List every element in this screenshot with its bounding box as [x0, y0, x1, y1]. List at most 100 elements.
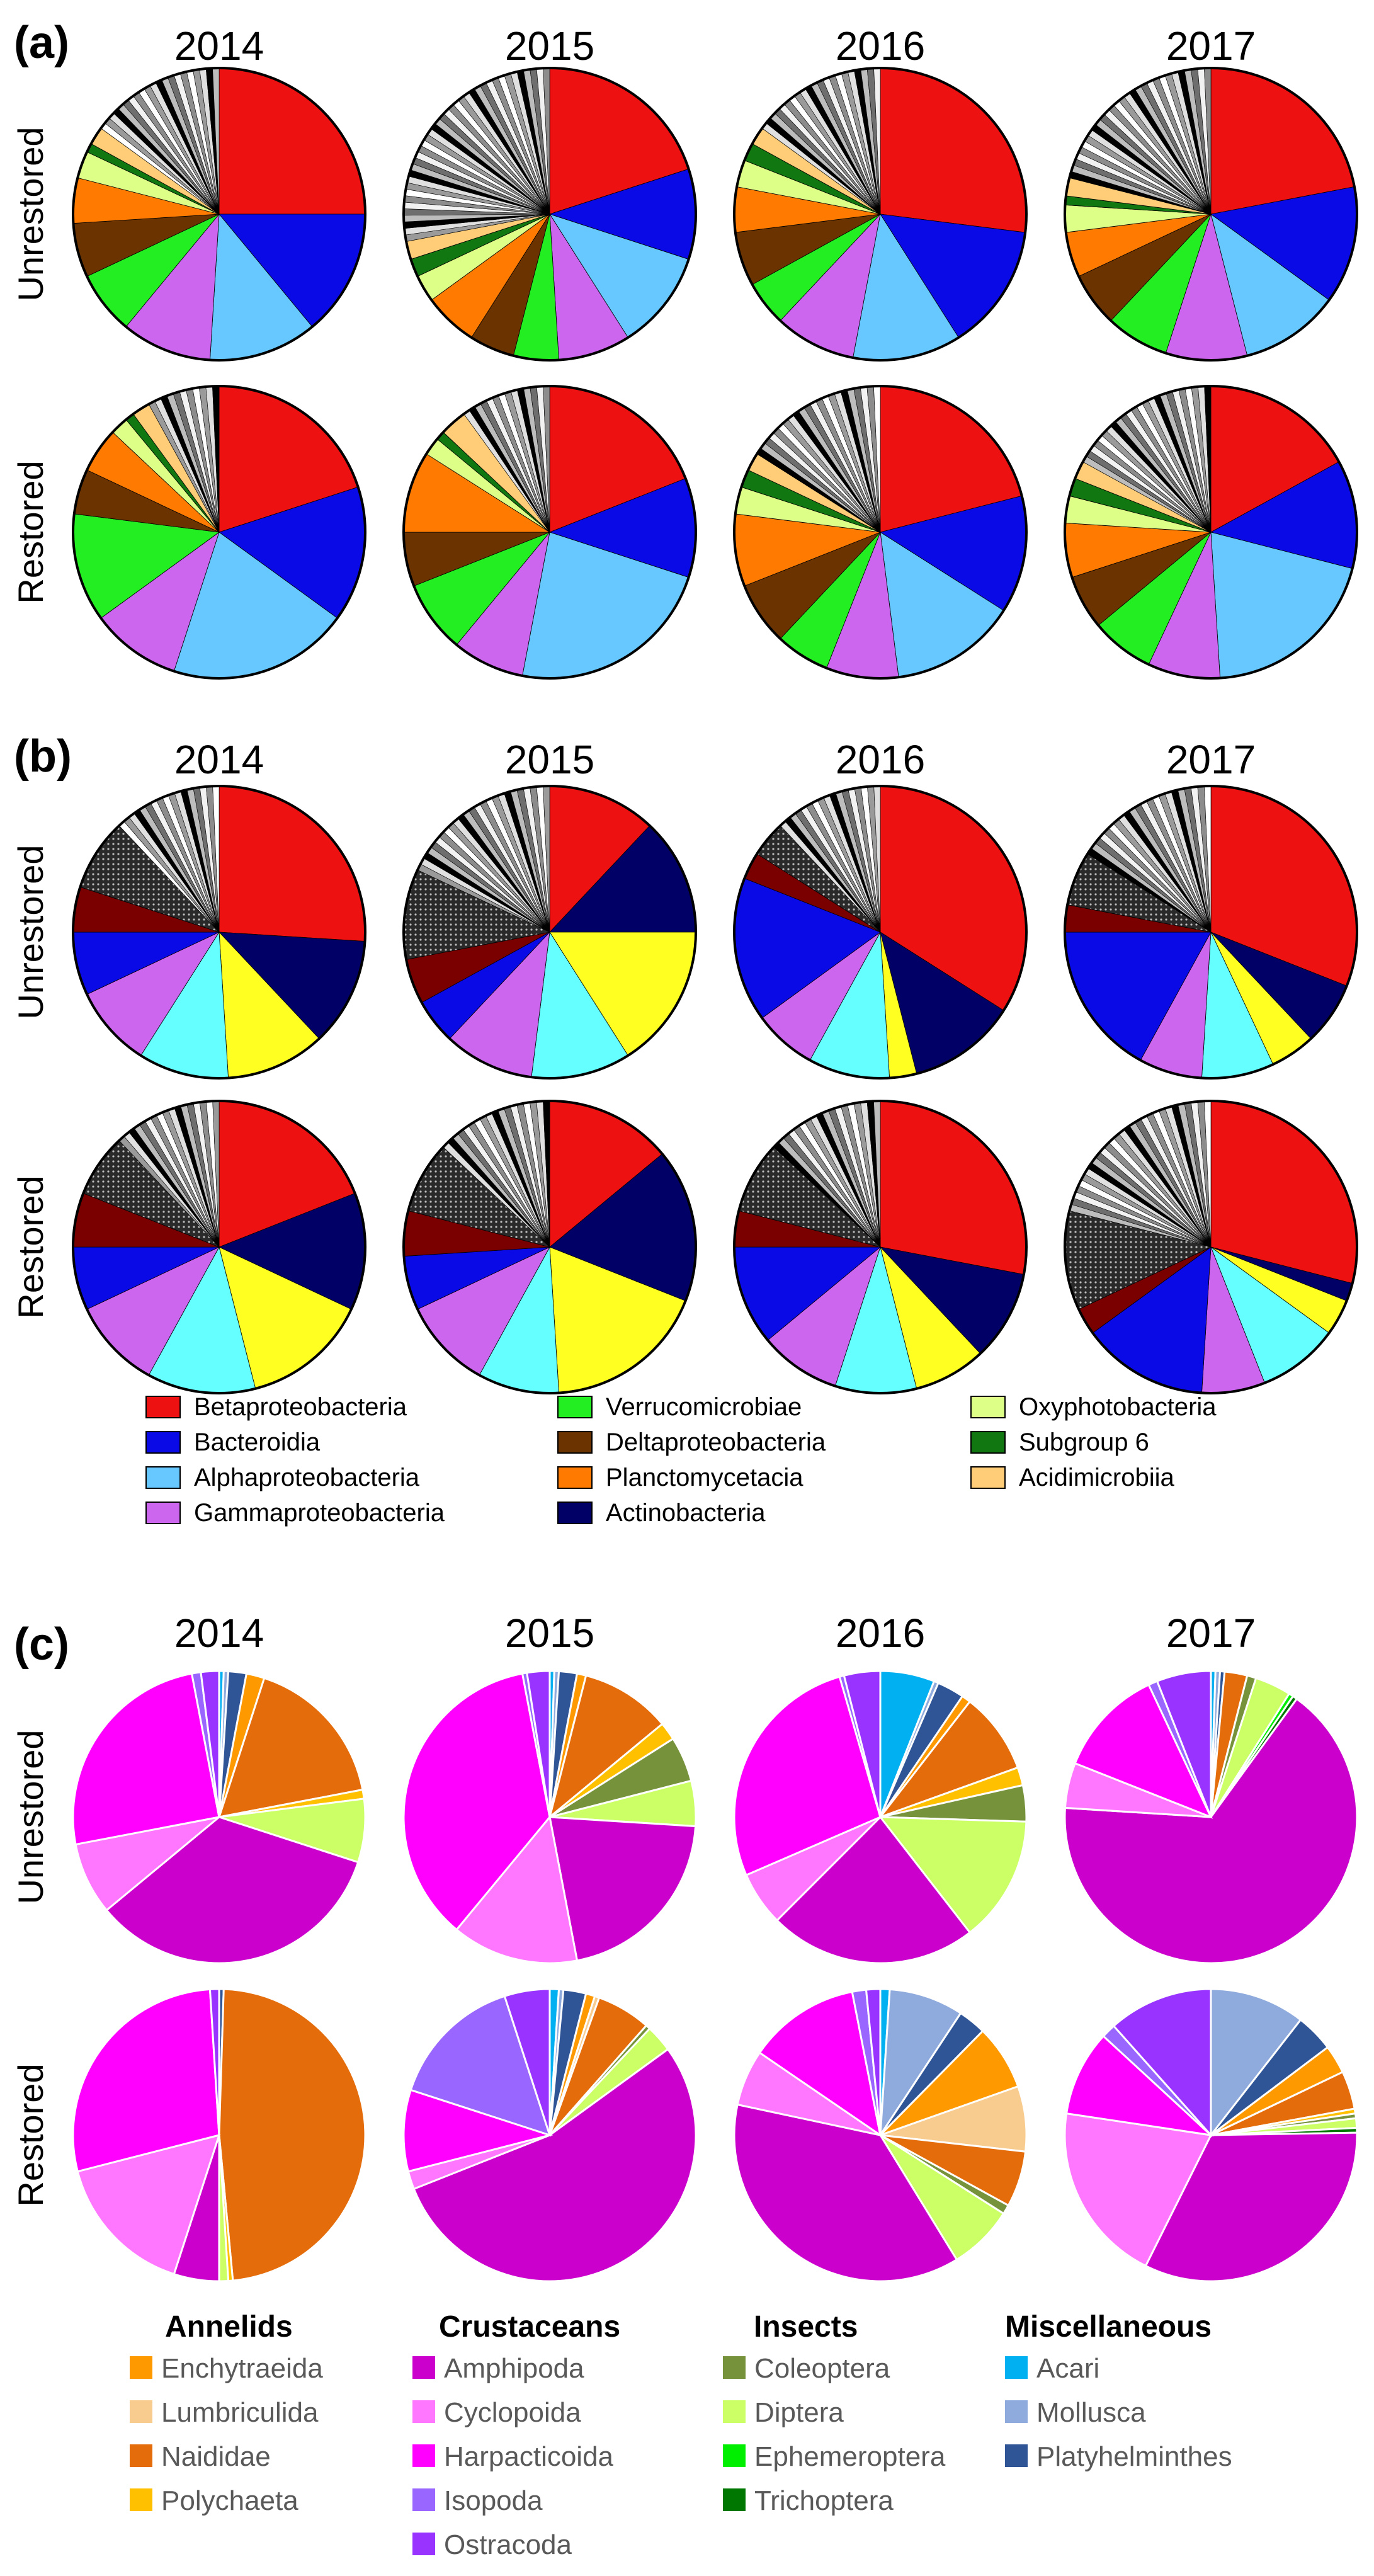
- pie-outline: [402, 1100, 697, 1394]
- legend-item-actinobacteria: Actinobacteria: [557, 1499, 766, 1527]
- legend-item-harpacticoida: Harpacticoida: [412, 2441, 614, 2472]
- year-label: 2016: [836, 23, 925, 69]
- legend-item-planctomycetacia: Planctomycetacia: [557, 1464, 803, 1491]
- pie-slice-diptera: [879, 2134, 1005, 2261]
- pie-slice-ostracoda: [1155, 1670, 1212, 1818]
- legend-label: Naididae: [161, 2441, 271, 2472]
- panel-b-pies: [72, 785, 1358, 1394]
- pie-slice-naididae: [548, 1674, 664, 1820]
- pie-b-unrestored-2017: [1064, 785, 1358, 1080]
- pie-outline: [733, 67, 1028, 362]
- pie-slice-naididae: [877, 1700, 1019, 1820]
- pie-c-unrestored-2016: [733, 1670, 1028, 1964]
- pie-slice-lumbriculida: [880, 2085, 1028, 2153]
- pie-a-restored-2014: [72, 385, 366, 680]
- legend-swatch: [723, 2488, 746, 2511]
- legend-item-verrucomicrobiae: Verrucomicrobiae: [557, 1393, 802, 1421]
- legend-swatch: [723, 2444, 746, 2467]
- legend-label: Enchytraeida: [161, 2353, 323, 2384]
- year-label: 2017: [1166, 737, 1256, 782]
- pie-a-restored-2016: [733, 385, 1028, 680]
- pie-slice-amphipoda: [1144, 2131, 1358, 2282]
- legend-swatch: [412, 2400, 435, 2423]
- pie-a-restored-2015: [402, 385, 697, 680]
- legend-item-polychaeta: Polychaeta: [130, 2485, 298, 2516]
- pie-b-unrestored-2015: [402, 785, 697, 1080]
- pie-slice-betaproteobacteria: [880, 1100, 1027, 1275]
- pie-slice-cyclopoida: [455, 1815, 579, 1964]
- year-headers-b: 2014 2015 2016 2017: [174, 737, 1256, 782]
- legend-label: Acidimicrobiia: [1019, 1464, 1174, 1491]
- year-label: 2015: [505, 23, 594, 69]
- pie-outline: [1064, 67, 1358, 362]
- legend-label: Trichoptera: [754, 2485, 894, 2516]
- legend-swatch: [1005, 2444, 1028, 2467]
- row-label-restored-b: Restored: [11, 1175, 50, 1318]
- legend-label: Ephemeroptera: [754, 2441, 946, 2472]
- legend-swatch: [412, 2444, 435, 2467]
- legend-item-mollusca: Mollusca: [1005, 2397, 1146, 2428]
- legend-label: Amphipoda: [444, 2353, 584, 2384]
- panel-a-label: (a): [14, 18, 69, 68]
- legend-item-gammaproteobacteria: Gammaproteobacteria: [145, 1499, 445, 1527]
- pie-slice-ostracoda: [503, 1988, 551, 2136]
- legend-item-ephemeroptera: Ephemeroptera: [723, 2441, 946, 2472]
- pie-b-restored-2016: [733, 1100, 1028, 1394]
- pie-slice-ostracoda: [865, 1988, 882, 2136]
- pie-slice-ostracoda: [200, 1670, 220, 1818]
- pie-outline: [1064, 785, 1358, 1080]
- pie-slice-harpacticoida: [758, 1990, 882, 2138]
- pie-slice-harpacticoida: [733, 1675, 882, 1877]
- legend-swatch: [412, 2356, 435, 2379]
- panel-a-pies: [72, 67, 1358, 680]
- legend-swatch: [970, 1396, 1006, 1418]
- pie-slice-harpacticoida: [402, 1672, 551, 1931]
- pie-outline: [72, 785, 366, 1080]
- row-label-restored-c: Restored: [11, 2063, 50, 2206]
- legend-label: Verrucomicrobiae: [606, 1393, 802, 1421]
- year-label: 2016: [836, 1610, 925, 1656]
- legend-item-trichoptera: Trichoptera: [723, 2485, 894, 2516]
- year-label: 2014: [174, 23, 264, 69]
- legend-item-acidimicrobiia: Acidimicrobiia: [970, 1464, 1174, 1491]
- pie-slice-cyclopoida: [76, 2133, 221, 2276]
- legend-item-deltaproteobacteria: Deltaproteobacteria: [557, 1428, 826, 1456]
- legend-label: Subgroup 6: [1019, 1428, 1149, 1456]
- legend-item-subgroup-6: Subgroup 6: [970, 1428, 1149, 1456]
- legend-swatch: [557, 1431, 593, 1454]
- legend-swatch: [130, 2356, 152, 2379]
- pie-b-unrestored-2016: [733, 785, 1028, 1080]
- legend-swatch: [412, 2488, 435, 2511]
- year-label: 2014: [174, 1610, 264, 1656]
- pie-c-restored-2014: [72, 1988, 366, 2282]
- row-label-unrestored-b: Unrestored: [11, 845, 50, 1019]
- pie-c-unrestored-2015: [402, 1670, 697, 1964]
- pie-outline: [402, 67, 697, 362]
- pie-slice-harpacticoida: [402, 2089, 554, 2173]
- pie-outline: [402, 385, 697, 680]
- pie-slice-amphipoda: [105, 1816, 360, 1964]
- pie-a-unrestored-2017: [1064, 67, 1358, 362]
- pie-a-unrestored-2016: [733, 67, 1028, 362]
- pie-a-unrestored-2014: [72, 67, 366, 362]
- legend-swatch: [970, 1431, 1006, 1454]
- legend-swatch: [970, 1466, 1006, 1489]
- pie-slice-diptera: [219, 1798, 366, 1864]
- pie-outline: [733, 385, 1028, 680]
- pie-c-unrestored-2014: [72, 1670, 366, 1964]
- pie-slice-ostracoda: [1112, 1988, 1212, 2138]
- pie-b-restored-2015: [402, 1100, 697, 1394]
- invertebrate-legend: Annelids Enchytraeida Lumbriculida Naididae…: [130, 2310, 1232, 2560]
- year-label: 2014: [174, 737, 264, 782]
- legend-label: Deltaproteobacteria: [606, 1428, 826, 1456]
- pie-slice-diptera: [878, 1816, 1028, 1934]
- legend-swatch: [145, 1396, 181, 1418]
- legend-swatch: [723, 2400, 746, 2423]
- legend-swatch: [723, 2356, 746, 2379]
- legend-group-miscellaneous: Miscellaneous: [1005, 2310, 1212, 2344]
- row-label-unrestored-c: Unrestored: [11, 1730, 50, 1904]
- pie-slice-harpacticoida: [72, 1672, 220, 1846]
- pie-c-unrestored-2017: [1064, 1670, 1358, 1964]
- legend-swatch: [557, 1466, 593, 1489]
